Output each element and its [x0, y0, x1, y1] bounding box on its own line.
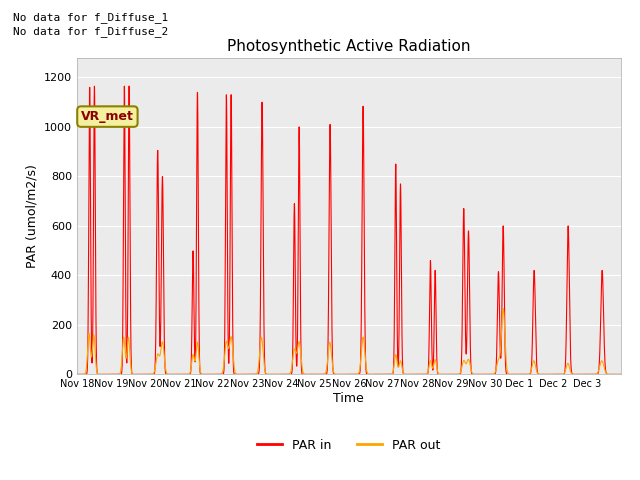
Y-axis label: PAR (umol/m2/s): PAR (umol/m2/s): [25, 164, 38, 268]
PAR in: [186, 372, 193, 377]
X-axis label: Time: Time: [333, 392, 364, 405]
Title: Photosynthetic Active Radiation: Photosynthetic Active Radiation: [227, 39, 470, 54]
Line: PAR in: PAR in: [77, 86, 621, 374]
PAR in: [369, 372, 377, 377]
PAR out: [186, 371, 193, 376]
PAR out: [539, 372, 547, 377]
PAR out: [73, 372, 81, 377]
Text: No data for f_Diffuse_2: No data for f_Diffuse_2: [13, 26, 168, 37]
PAR out: [617, 372, 625, 377]
PAR in: [525, 372, 532, 377]
Legend: PAR in, PAR out: PAR in, PAR out: [252, 434, 445, 457]
PAR in: [617, 372, 625, 377]
PAR in: [125, 83, 133, 89]
PAR out: [499, 306, 507, 312]
PAR in: [73, 372, 81, 377]
PAR out: [525, 372, 532, 377]
PAR in: [398, 348, 406, 354]
PAR out: [398, 365, 406, 371]
Text: No data for f_Diffuse_1: No data for f_Diffuse_1: [13, 12, 168, 23]
PAR out: [498, 319, 506, 324]
Line: PAR out: PAR out: [77, 309, 621, 374]
PAR in: [499, 285, 506, 291]
PAR in: [379, 372, 387, 377]
PAR in: [539, 372, 547, 377]
Text: VR_met: VR_met: [81, 110, 134, 123]
PAR out: [369, 372, 377, 377]
PAR out: [107, 372, 115, 377]
